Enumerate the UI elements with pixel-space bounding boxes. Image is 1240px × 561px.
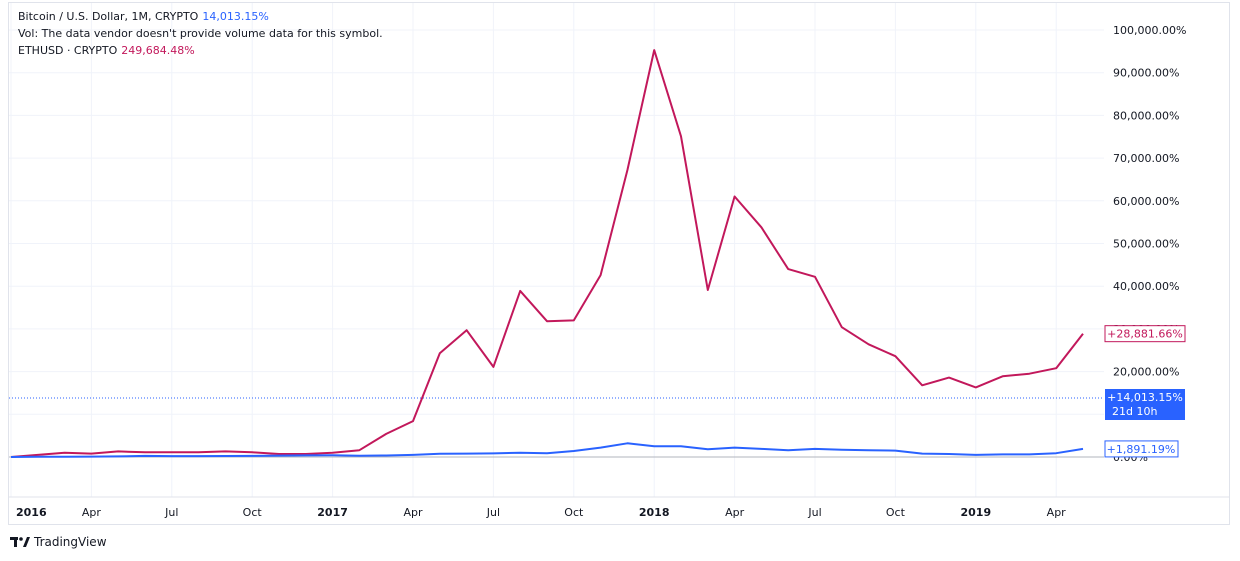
badge-eth-box [1104,325,1186,343]
y-tick-label: 70,000.00% [1113,152,1179,165]
badge-btc-countdown: 21d 10h [1112,405,1157,418]
badge-btc-box [1104,440,1179,458]
tradingview-brand: TradingView [34,535,107,549]
x-tick-label: Apr [1047,506,1067,519]
y-tick-label: 90,000.00% [1113,67,1179,80]
badge-eth-last: +28,881.66% [1104,325,1186,343]
legend-volume: Vol: The data vendor doesn't provide vol… [18,27,383,41]
x-tick-label: Apr [82,506,102,519]
badge-btc-cross-box [1105,389,1185,420]
x-tick-label: Oct [886,506,906,519]
x-tick-label: Oct [564,506,584,519]
x-tick-label: Oct [243,506,263,519]
x-tick-label: Apr [725,506,745,519]
x-tick-label: 2019 [960,506,991,519]
badge-btc-text: +1,891.19% [1107,443,1176,456]
tradingview-logo[interactable]: TradingView [10,535,107,549]
legend-volume-text: Vol: The data vendor doesn't provide vol… [18,27,383,40]
price-badges: +28,881.66% +14,013.15%21d 10h +1,891.19% [1104,325,1186,458]
legend-btc[interactable]: Bitcoin / U.S. Dollar, 1M, CRYPTO 14,013.… [18,10,269,24]
legend-eth[interactable]: ETHUSD · CRYPTO 249,684.48% [18,44,195,58]
x-tick-label: Jul [164,506,178,519]
x-tick-label: 2017 [317,506,348,519]
badge-eth-text: +28,881.66% [1107,328,1183,341]
tradingview-icon [10,537,30,547]
legend-btc-name: Bitcoin / U.S. Dollar, 1M, CRYPTO [18,10,199,23]
badge-btc-last: +1,891.19% [1104,440,1179,458]
y-tick-label: 50,000.00% [1113,238,1179,251]
y-tick-label: 40,000.00% [1113,280,1179,293]
x-tick-label: Apr [403,506,423,519]
badge-btc-cross: +14,013.15%21d 10h [1105,389,1185,420]
x-tick-label: 2018 [639,506,670,519]
x-tick-label: Jul [807,506,821,519]
legend-eth-value: 249,684.48% [121,44,195,57]
chart-marks [10,49,1084,458]
x-tick-label: Jul [486,506,500,519]
grid [9,3,1104,497]
legend-btc-value: 14,013.15% [202,10,269,23]
y-tick-label: 60,000.00% [1113,195,1179,208]
y-tick-label: 20,000.00% [1113,366,1179,379]
y-tick-label: 80,000.00% [1113,109,1179,122]
x-tick-label: 2016 [16,506,47,519]
y-tick-label: 100,000.00% [1113,24,1186,37]
badge-btc-cross-text: +14,013.15% [1107,391,1183,404]
chart-frame [8,2,1230,525]
legend-eth-name: ETHUSD · CRYPTO [18,44,118,57]
